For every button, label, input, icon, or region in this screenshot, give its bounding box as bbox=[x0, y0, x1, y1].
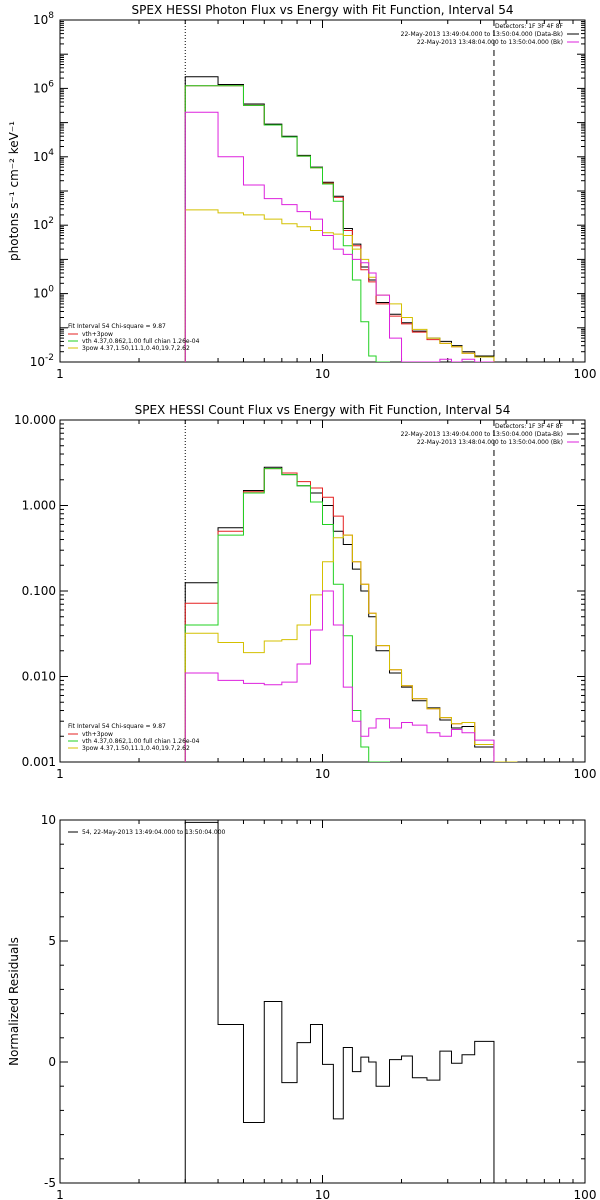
x-tick-label: 100 bbox=[574, 367, 597, 381]
series-3-line bbox=[184, 468, 391, 762]
series-group bbox=[184, 76, 495, 362]
x-tick-label: 10 bbox=[315, 367, 330, 381]
legend-text: Detectors: 1F 3F 4F 8F bbox=[495, 23, 564, 30]
legend-text: 22-May-2013 13:48:04.000 to 13:50:04.000… bbox=[417, 39, 563, 46]
y-axis-label: Normalized Residuals bbox=[7, 937, 21, 1066]
y-axis-label: photons s⁻¹ cm⁻² keV⁻¹ bbox=[7, 121, 21, 261]
x-tick-label: 1 bbox=[56, 767, 64, 781]
y-tick-label: -5 bbox=[44, 1176, 56, 1190]
x-axis: 1 10 100 bbox=[56, 820, 596, 1200]
y-tick-label: 108 bbox=[33, 11, 54, 27]
legend: 54, 22-May-2013 13:49:04.000 to 13:50:04… bbox=[68, 829, 226, 836]
x-tick-label: 100 bbox=[574, 767, 597, 781]
series-group bbox=[184, 466, 518, 762]
y-tick-base: 10 bbox=[33, 13, 48, 27]
x-tick-label: 100 bbox=[574, 1188, 597, 1200]
plot-frame bbox=[59, 19, 586, 363]
series-group bbox=[184, 821, 495, 1183]
y-tick-label: 1.000 bbox=[22, 499, 56, 513]
y-tick-exp: 2 bbox=[48, 216, 54, 226]
x-tick-label: 10 bbox=[315, 1188, 330, 1200]
y-axis: -5 0 5 10 bbox=[41, 813, 585, 1190]
y-tick-base: 10 bbox=[30, 355, 45, 369]
fit-legend-header: Fit Interval 54 Chi-square = 9.87 bbox=[68, 323, 166, 330]
y-tick-base: 10 bbox=[33, 150, 48, 164]
series-5-line bbox=[184, 111, 495, 362]
x-axis: 1 10 100 bbox=[56, 20, 596, 381]
y-tick-label: 102 bbox=[33, 216, 54, 232]
series-4-line bbox=[184, 534, 518, 762]
legend-text: 22-May-2013 13:48:04.000 to 13:50:04.000… bbox=[417, 439, 563, 446]
y-tick-exp: -2 bbox=[45, 353, 54, 363]
fit-legend-text: vth 4.37,0.862,1.00 full chian 1.26e-04 bbox=[82, 738, 200, 745]
chart-title: SPEX HESSI Photon Flux vs Energy with Fi… bbox=[132, 3, 514, 17]
y-tick-exp: 4 bbox=[48, 148, 54, 158]
series-3-line bbox=[184, 85, 391, 362]
fit-legend-text: vth+3pow bbox=[82, 331, 113, 338]
x-tick-label: 10 bbox=[315, 767, 330, 781]
y-tick-label: 10 bbox=[41, 813, 56, 827]
y-tick-label: 10.000 bbox=[14, 413, 56, 427]
fit-legend: Fit Interval 54 Chi-square = 9.87vth+3po… bbox=[68, 723, 200, 752]
fit-legend-header: Fit Interval 54 Chi-square = 9.87 bbox=[68, 723, 166, 730]
y-tick-label: 0.001 bbox=[22, 755, 56, 769]
panel-3: 1 10 100 -5 0 5 10 Normalized Residuals 54, 22-M… bbox=[7, 813, 596, 1200]
legend-text: 22-May-2013 13:49:04.000 to 13:50:04.000… bbox=[401, 431, 563, 438]
fit-legend-text: vth 4.37,0.862,1.00 full chian 1.26e-04 bbox=[82, 338, 200, 345]
y-tick-base: 10 bbox=[33, 81, 48, 95]
fit-legend-text: vth+3pow bbox=[82, 731, 113, 738]
series-4-line bbox=[184, 209, 495, 362]
panel-2: SPEX HESSI Count Flux vs Energy with Fit… bbox=[14, 403, 596, 781]
legend-text: 54, 22-May-2013 13:49:04.000 to 13:50:04… bbox=[82, 829, 226, 836]
y-tick-base: 10 bbox=[33, 218, 48, 232]
y-tick-label: 10-2 bbox=[30, 353, 54, 369]
x-axis: 1 10 100 bbox=[56, 420, 596, 781]
y-tick-label: 106 bbox=[33, 79, 54, 95]
legend-text: 22-May-2013 13:49:04.000 to 13:50:04.000… bbox=[401, 31, 563, 38]
y-tick-label: 104 bbox=[33, 148, 54, 164]
x-tick-label: 1 bbox=[56, 367, 64, 381]
y-tick-label: 0.100 bbox=[22, 584, 56, 598]
series-2-line bbox=[184, 85, 495, 362]
fit-legend-text: 3pow 4.37,1.50,11.1,0.40,19.7,2.62 bbox=[82, 345, 190, 352]
y-tick-base: 10 bbox=[33, 287, 48, 301]
series-1-line bbox=[184, 821, 495, 1183]
x-tick-label: 1 bbox=[56, 1188, 64, 1200]
y-tick-exp: 6 bbox=[48, 79, 54, 89]
chart-title: SPEX HESSI Count Flux vs Energy with Fit… bbox=[135, 403, 511, 417]
y-tick-label: 0 bbox=[48, 1055, 56, 1069]
fit-legend-text: 3pow 4.37,1.50,11.1,0.40,19.7,2.62 bbox=[82, 745, 190, 752]
plot-frame bbox=[59, 819, 586, 1184]
fit-legend: Fit Interval 54 Chi-square = 9.87vth+3po… bbox=[68, 323, 200, 352]
y-tick-exp: 0 bbox=[48, 285, 54, 295]
series-5-line bbox=[184, 590, 495, 762]
y-tick-label: 5 bbox=[48, 934, 56, 948]
y-tick-exp: 8 bbox=[48, 11, 54, 21]
series-1-line bbox=[184, 76, 495, 362]
y-axis: 0.001 0.010 0.100 1.000 10.000 bbox=[14, 413, 585, 769]
y-tick-label: 100 bbox=[33, 285, 54, 301]
panel-1: SPEX HESSI Photon Flux vs Energy with Fi… bbox=[7, 3, 596, 381]
y-tick-label: 0.010 bbox=[22, 670, 56, 684]
legend-text: Detectors: 1F 3F 4F 8F bbox=[495, 423, 564, 430]
